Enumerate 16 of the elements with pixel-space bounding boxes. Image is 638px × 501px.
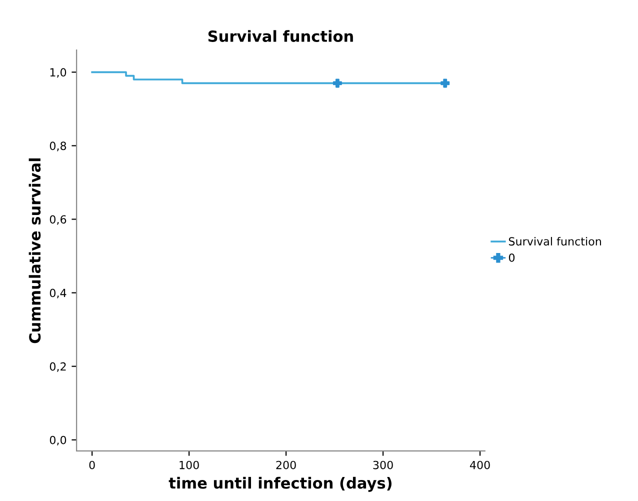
y-tick-label: 0,2 (50, 362, 66, 372)
legend-label: 0 (508, 253, 515, 262)
y-tick-label: 0,6 (50, 215, 66, 225)
x-tick-label: 100 (180, 460, 199, 470)
x-tick-label: 400 (470, 460, 490, 470)
y-tick-label: 0,4 (50, 288, 66, 298)
x-tick-label: 300 (373, 460, 393, 470)
x-axis-title: time until infection (days) (168, 476, 392, 492)
y-tick-label: 0,0 (50, 436, 66, 446)
x-tick-label: 200 (276, 460, 296, 470)
x-tick-label: 0 (89, 460, 95, 470)
y-tick-label: 0,8 (50, 142, 66, 152)
y-tick-label: 1,0 (50, 68, 66, 78)
chart-title: Survival function (208, 30, 353, 42)
y-axis-title: Cummulative survival (28, 158, 41, 344)
legend-label: Survival function (508, 236, 601, 246)
